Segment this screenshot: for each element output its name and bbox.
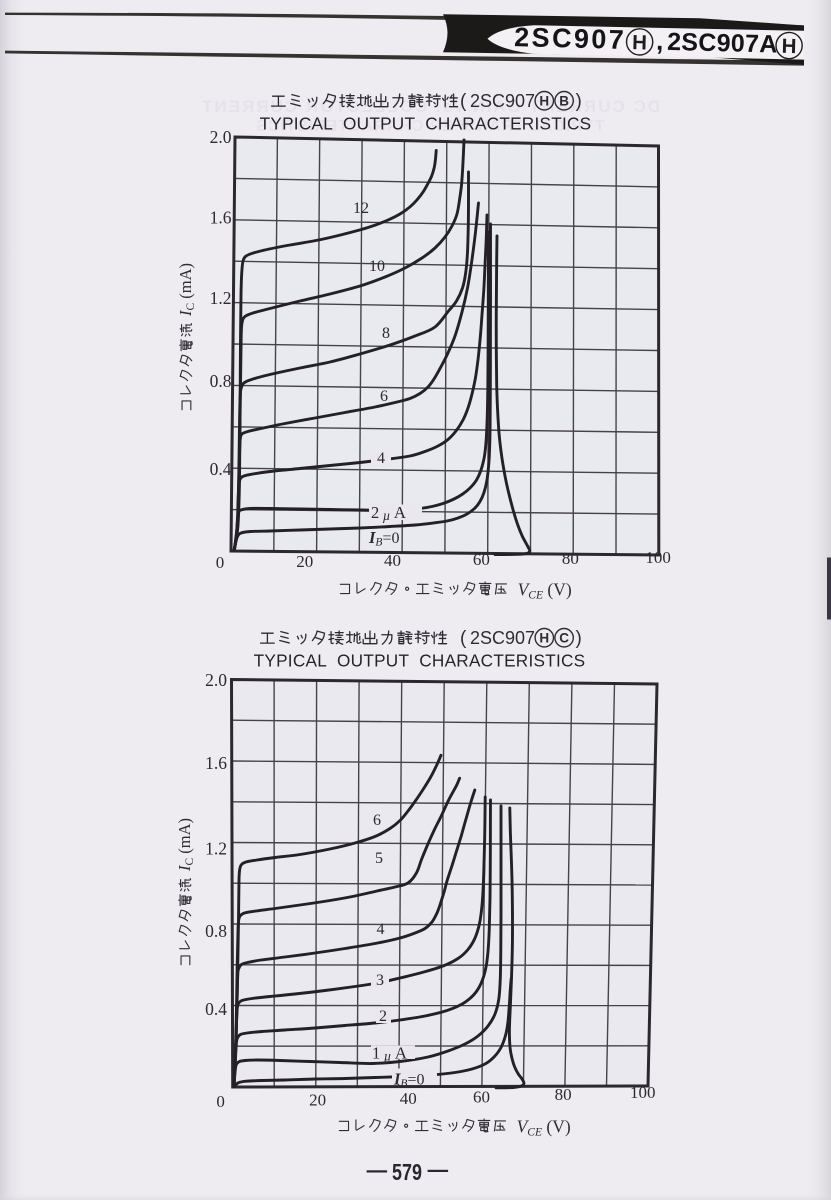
svg-text:0: 0 xyxy=(216,1092,225,1111)
svg-text:8: 8 xyxy=(382,325,390,342)
svg-text:2SC907: 2SC907 xyxy=(470,91,535,111)
svg-text:): ) xyxy=(576,628,582,649)
svg-text:20: 20 xyxy=(309,1091,326,1110)
svg-text:1.6: 1.6 xyxy=(205,753,227,773)
svg-text:40: 40 xyxy=(384,551,401,570)
svg-text:H: H xyxy=(539,631,549,646)
svg-text:IB=0: IB=0 xyxy=(393,1070,424,1091)
svg-text:2SC907A: 2SC907A xyxy=(667,28,778,59)
svg-text:100: 100 xyxy=(630,1083,656,1102)
svg-text:H: H xyxy=(632,31,647,54)
svg-text:579: 579 xyxy=(392,1160,422,1186)
svg-text:2SC907: 2SC907 xyxy=(514,22,627,55)
svg-text:IC (mA): IC (mA) xyxy=(175,818,196,872)
svg-text:2.0: 2.0 xyxy=(210,127,232,147)
svg-text:H: H xyxy=(781,35,796,58)
svg-text:20: 20 xyxy=(296,552,313,571)
svg-text:2.0: 2.0 xyxy=(205,670,227,690)
svg-text:4: 4 xyxy=(377,921,385,938)
svg-text:1 µ A: 1 µ A xyxy=(372,1044,408,1064)
svg-text:0.4: 0.4 xyxy=(210,459,232,479)
svg-text:TYPICAL TRANSFER CHARACTERISTI: TYPICAL TRANSFER CHARACTERISTICS xyxy=(255,118,604,135)
svg-text:100: 100 xyxy=(645,548,671,567)
svg-text:10: 10 xyxy=(369,258,385,275)
svg-text:6: 6 xyxy=(373,812,381,829)
svg-text:0: 0 xyxy=(216,553,225,572)
svg-text:VCE (V): VCE (V) xyxy=(518,580,572,602)
svg-text:60: 60 xyxy=(473,1087,490,1106)
svg-text:TYPICAL OUTPUT CHARACTERISTI: TYPICAL OUTPUT CHARACTERISTICS xyxy=(260,114,592,134)
svg-text:IC (mA): IC (mA) xyxy=(176,263,197,317)
svg-text:0.4: 0.4 xyxy=(205,999,227,1019)
svg-text:2 µ A: 2 µ A xyxy=(371,503,407,523)
svg-text:1.2: 1.2 xyxy=(205,838,227,858)
svg-text:0.8: 0.8 xyxy=(210,371,232,391)
svg-text:): ) xyxy=(576,91,582,112)
svg-text:12: 12 xyxy=(353,200,369,217)
svg-text:B: B xyxy=(559,94,569,109)
svg-text:IB=0: IB=0 xyxy=(368,528,399,549)
svg-text:1.2: 1.2 xyxy=(210,288,232,308)
svg-text:DC CURRENT GAIN vs. COLLECTOR: DC CURRENT GAIN vs. COLLECTOR CURRENT xyxy=(200,97,660,116)
svg-text:2SC907: 2SC907 xyxy=(470,628,535,648)
svg-text:5: 5 xyxy=(375,850,383,867)
svg-text:(: ( xyxy=(460,91,467,112)
svg-text:2: 2 xyxy=(379,1008,387,1025)
svg-text:40: 40 xyxy=(400,1089,417,1108)
svg-text:1.6: 1.6 xyxy=(210,207,232,227)
svg-text:,: , xyxy=(656,26,664,56)
svg-text:C: C xyxy=(559,631,569,646)
svg-text:4: 4 xyxy=(377,450,385,467)
svg-text:TYPICAL OUTPUT CHARACTERISTI: TYPICAL OUTPUT CHARACTERISTICS xyxy=(254,651,586,671)
svg-text:(: ( xyxy=(460,628,467,649)
svg-text:H: H xyxy=(539,94,549,109)
svg-text:6: 6 xyxy=(380,388,388,405)
svg-text:3: 3 xyxy=(376,972,384,989)
svg-text:VCE (V): VCE (V) xyxy=(517,1117,571,1139)
svg-text:80: 80 xyxy=(555,1085,572,1104)
svg-text:0.8: 0.8 xyxy=(205,921,227,941)
svg-text:80: 80 xyxy=(562,549,579,568)
svg-text:60: 60 xyxy=(473,550,490,569)
